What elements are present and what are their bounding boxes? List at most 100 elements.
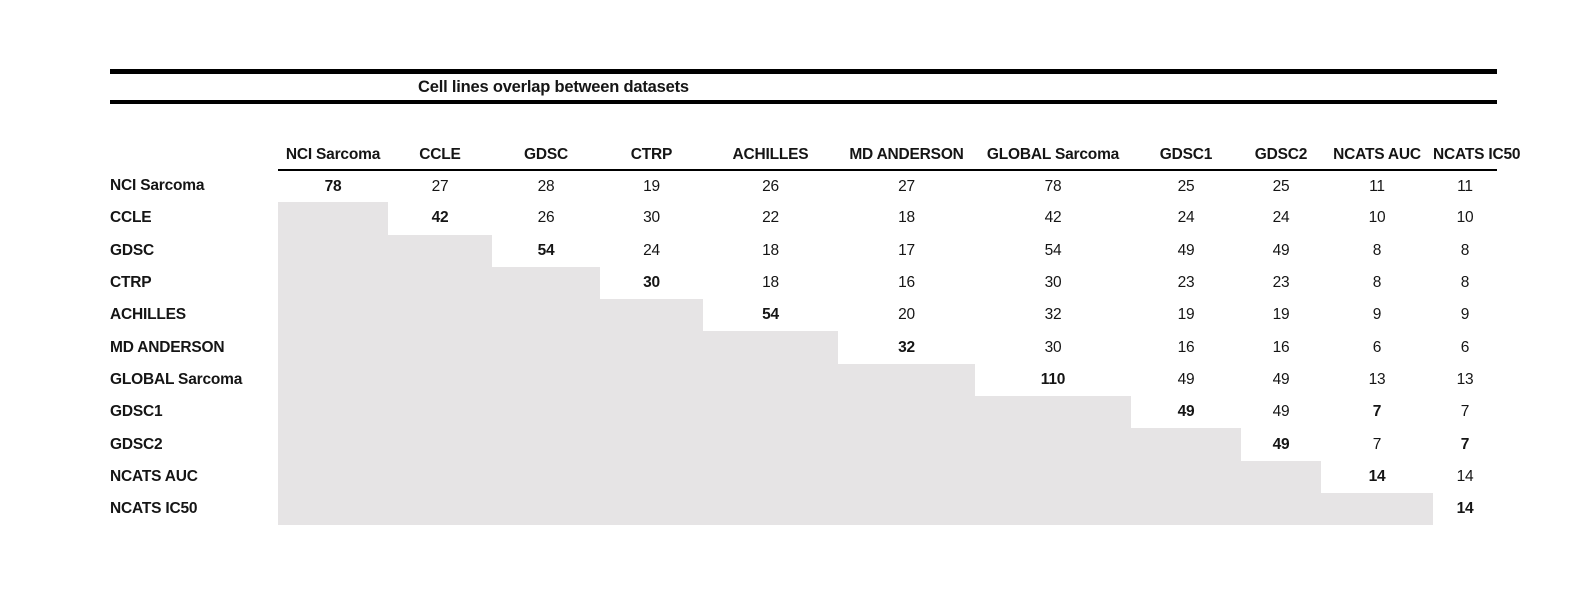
- matrix-cell: 25: [1272, 177, 1290, 195]
- shaded-cell: [278, 266, 388, 300]
- column-header: GDSC1: [1131, 104, 1241, 171]
- matrix-cell: 26: [537, 209, 555, 227]
- row-label: ACHILLES: [110, 306, 186, 324]
- matrix-cell: 25: [1177, 177, 1195, 195]
- table-title: Cell lines overlap between datasets: [418, 77, 689, 96]
- shaded-cell: [492, 363, 600, 397]
- matrix-cell: 78: [324, 177, 342, 195]
- shaded-cell: [492, 460, 600, 493]
- column-header: CCLE: [388, 104, 492, 171]
- matrix-cell: 14: [1368, 467, 1386, 485]
- corner-cell: [110, 104, 278, 170]
- matrix-cell: 19: [1177, 306, 1195, 324]
- matrix-cell: 8: [1460, 241, 1470, 259]
- column-header: GLOBAL Sarcoma: [975, 104, 1131, 171]
- shaded-cell: [838, 460, 975, 493]
- table-row: GDSC 54 24 18 17 54 49 49 8 8: [110, 234, 1497, 267]
- matrix-cell: 14: [1456, 467, 1474, 485]
- shaded-cell: [278, 396, 388, 429]
- matrix-cell: 54: [1044, 241, 1062, 259]
- matrix-cell: 49: [1177, 370, 1195, 388]
- column-header: MD ANDERSON: [838, 104, 975, 171]
- table-row: NCATS AUC 14 14: [110, 460, 1497, 493]
- shaded-cell: [278, 202, 388, 235]
- matrix-cell: 17: [898, 241, 915, 259]
- matrix-cell: 19: [643, 177, 660, 195]
- matrix-cell: 24: [1272, 209, 1290, 227]
- matrix-cell: 32: [1044, 306, 1062, 324]
- table-row: MD ANDERSON 32 30 16 16 6 6: [110, 331, 1497, 364]
- column-header: GDSC: [492, 104, 600, 171]
- shaded-cell: [492, 331, 600, 364]
- shaded-cell: [600, 299, 703, 332]
- row-label: GLOBAL Sarcoma: [110, 370, 243, 388]
- table-row: GLOBAL Sarcoma 110 49 49 13 13: [110, 363, 1497, 397]
- matrix-cell: 10: [1368, 209, 1386, 227]
- matrix-cell: 110: [1040, 370, 1066, 388]
- shaded-cell: [278, 492, 388, 526]
- matrix-cell: 49: [1177, 241, 1195, 259]
- matrix-cell: 8: [1372, 241, 1382, 259]
- matrix-cell: 7: [1460, 403, 1470, 421]
- matrix-cell: 10: [1456, 209, 1474, 227]
- shaded-cell: [492, 492, 600, 526]
- overlap-table-figure: Cell lines overlap between datasets NCI …: [110, 69, 1520, 526]
- row-label: GDSC2: [110, 435, 163, 453]
- shaded-cell: [975, 460, 1131, 493]
- shaded-cell: [1241, 460, 1321, 493]
- matrix-cell: 13: [1368, 370, 1386, 388]
- column-header: NCI Sarcoma: [278, 104, 388, 171]
- shaded-cell: [600, 363, 703, 397]
- shaded-cell: [1131, 492, 1241, 526]
- shaded-cell: [492, 266, 600, 300]
- matrix-cell: 49: [1272, 403, 1290, 421]
- matrix-cell: 22: [762, 209, 779, 227]
- matrix-cell: 42: [431, 209, 449, 227]
- column-header: NCATS IC50: [1433, 104, 1520, 171]
- table-row: CTRP 30 18 16 30 23 23 8 8: [110, 266, 1497, 300]
- matrix-cell: 19: [1272, 306, 1290, 324]
- shaded-cell: [278, 331, 388, 364]
- table-row: NCI Sarcoma 78 27 28 19 26 27 78 25 25 11 11: [110, 170, 1497, 202]
- row-label: CTRP: [110, 274, 152, 292]
- matrix-cell: 54: [762, 306, 779, 324]
- shaded-cell: [1321, 492, 1433, 526]
- matrix-cell: 8: [1460, 274, 1470, 292]
- shaded-cell: [388, 460, 492, 493]
- shaded-cell: [388, 428, 492, 461]
- shaded-cell: [388, 492, 492, 526]
- shaded-cell: [278, 428, 388, 461]
- shaded-cell: [1131, 460, 1241, 493]
- matrix-cell: 9: [1460, 306, 1470, 324]
- matrix-cell: 30: [1044, 338, 1062, 356]
- row-label: MD ANDERSON: [110, 338, 225, 356]
- row-label: CCLE: [110, 209, 152, 227]
- shaded-cell: [703, 331, 838, 364]
- shaded-cell: [703, 460, 838, 493]
- matrix-cell: 8: [1372, 274, 1382, 292]
- shaded-cell: [975, 396, 1131, 429]
- shaded-cell: [388, 396, 492, 429]
- shaded-cell: [278, 234, 388, 267]
- matrix-cell: 24: [1177, 209, 1195, 227]
- matrix-cell: 30: [643, 274, 660, 292]
- shaded-cell: [388, 266, 492, 300]
- matrix-cell: 13: [1456, 370, 1474, 388]
- column-header: CTRP: [600, 104, 703, 171]
- matrix-cell: 30: [643, 209, 660, 227]
- shaded-cell: [492, 428, 600, 461]
- title-bottom-rule: [110, 100, 1497, 104]
- shaded-cell: [492, 299, 600, 332]
- overlap-matrix-table: NCI Sarcoma CCLE GDSC CTRP ACHILLES MD ANDERS…: [110, 104, 1520, 526]
- matrix-cell: 42: [1044, 209, 1062, 227]
- shaded-cell: [388, 299, 492, 332]
- matrix-cell: 18: [762, 241, 779, 259]
- shaded-cell: [838, 396, 975, 429]
- matrix-cell: 30: [1044, 274, 1062, 292]
- shaded-cell: [278, 460, 388, 493]
- matrix-cell: 18: [898, 209, 915, 227]
- matrix-cell: 49: [1272, 435, 1290, 453]
- table-row: CCLE 42 26 30 22 18 42 24 24 10 10: [110, 202, 1497, 235]
- table-row: GDSC1 49 49 7 7: [110, 396, 1497, 429]
- matrix-cell: 16: [1177, 338, 1195, 356]
